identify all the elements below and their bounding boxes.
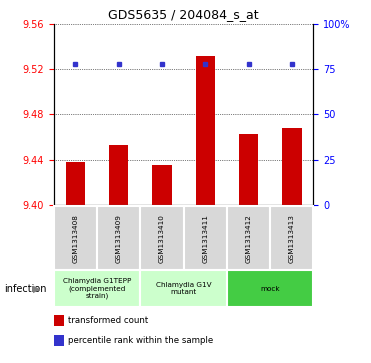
Title: GDS5635 / 204084_s_at: GDS5635 / 204084_s_at [108, 8, 259, 21]
Text: GSM1313410: GSM1313410 [159, 214, 165, 262]
Text: Chlamydia G1V
mutant: Chlamydia G1V mutant [156, 282, 211, 295]
Bar [152, 166, 172, 205]
Text: GSM1313408: GSM1313408 [72, 214, 78, 262]
Text: ▶: ▶ [33, 284, 40, 294]
Text: GSM1313409: GSM1313409 [116, 214, 122, 262]
Bar [54, 206, 97, 270]
Text: transformed count: transformed count [68, 316, 148, 325]
Text: GSM1313412: GSM1313412 [246, 214, 252, 262]
Bar [184, 206, 227, 270]
Text: infection: infection [4, 284, 46, 294]
Text: GSM1313413: GSM1313413 [289, 214, 295, 262]
Bar [140, 206, 184, 270]
Bar [270, 206, 313, 270]
Bar [109, 145, 128, 205]
Text: percentile rank within the sample: percentile rank within the sample [68, 336, 213, 345]
Bar [54, 270, 140, 307]
Bar [227, 270, 313, 307]
Bar [66, 162, 85, 205]
Bar [239, 134, 258, 205]
Bar [282, 128, 302, 205]
Text: Chlamydia G1TEPP
(complemented
strain): Chlamydia G1TEPP (complemented strain) [63, 278, 131, 299]
Bar [227, 206, 270, 270]
Text: mock: mock [260, 286, 280, 291]
Bar [140, 270, 227, 307]
Bar [97, 206, 140, 270]
Bar [196, 57, 215, 205]
Text: GSM1313411: GSM1313411 [202, 214, 208, 262]
